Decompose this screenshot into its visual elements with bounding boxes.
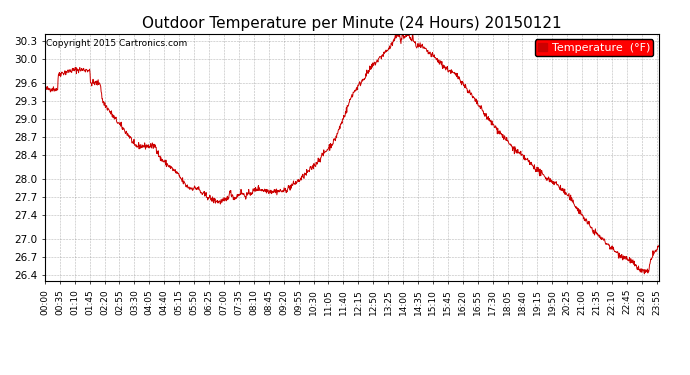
Text: Copyright 2015 Cartronics.com: Copyright 2015 Cartronics.com — [46, 39, 187, 48]
Title: Outdoor Temperature per Minute (24 Hours) 20150121: Outdoor Temperature per Minute (24 Hours… — [142, 16, 562, 31]
Legend: Temperature  (°F): Temperature (°F) — [535, 39, 653, 56]
